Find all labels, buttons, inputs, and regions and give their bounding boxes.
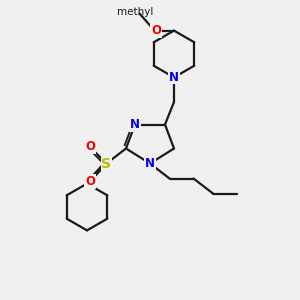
Text: S: S xyxy=(101,157,112,170)
Text: N: N xyxy=(169,71,179,84)
Text: O: O xyxy=(151,24,161,37)
Text: O: O xyxy=(85,175,95,188)
Text: N: N xyxy=(130,118,140,131)
Text: methyl: methyl xyxy=(117,7,153,17)
Text: N: N xyxy=(145,157,155,170)
Text: O: O xyxy=(85,140,95,154)
